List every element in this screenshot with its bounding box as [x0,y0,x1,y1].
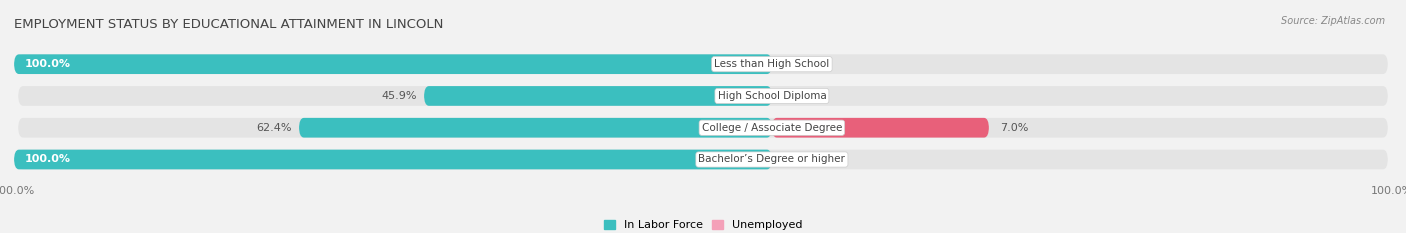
FancyBboxPatch shape [14,150,772,169]
Text: High School Diploma: High School Diploma [717,91,827,101]
FancyBboxPatch shape [425,86,772,106]
Text: 0.0%: 0.0% [786,91,814,101]
FancyBboxPatch shape [18,118,1388,137]
Text: Bachelor’s Degree or higher: Bachelor’s Degree or higher [699,154,845,164]
Text: College / Associate Degree: College / Associate Degree [702,123,842,133]
FancyBboxPatch shape [14,54,772,74]
Text: Source: ZipAtlas.com: Source: ZipAtlas.com [1281,16,1385,26]
FancyBboxPatch shape [18,86,1388,106]
Text: 0.0%: 0.0% [786,154,814,164]
Text: 100.0%: 100.0% [25,59,72,69]
FancyBboxPatch shape [18,150,1388,169]
Text: 62.4%: 62.4% [257,123,292,133]
FancyBboxPatch shape [299,118,772,137]
Text: 45.9%: 45.9% [381,91,418,101]
Text: 0.0%: 0.0% [786,59,814,69]
Text: EMPLOYMENT STATUS BY EDUCATIONAL ATTAINMENT IN LINCOLN: EMPLOYMENT STATUS BY EDUCATIONAL ATTAINM… [14,18,443,31]
FancyBboxPatch shape [18,54,1388,74]
Text: Less than High School: Less than High School [714,59,830,69]
Text: 7.0%: 7.0% [1000,123,1028,133]
FancyBboxPatch shape [772,118,988,137]
Legend: In Labor Force, Unemployed: In Labor Force, Unemployed [599,216,807,233]
Text: 100.0%: 100.0% [25,154,72,164]
